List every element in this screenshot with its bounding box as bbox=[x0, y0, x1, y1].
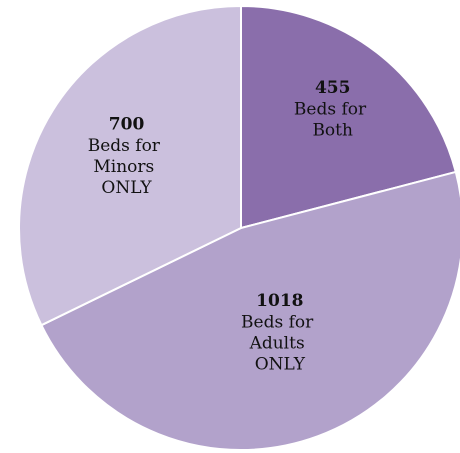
label-line: Minors bbox=[93, 156, 159, 176]
label-line: Beds for bbox=[294, 99, 372, 119]
label-line: Beds for bbox=[241, 312, 319, 332]
label-line: ONLY bbox=[101, 177, 152, 197]
pie-slice bbox=[40, 170, 460, 451]
label-line: Adults bbox=[249, 333, 311, 353]
slice-label: Beds for Minors ONLY bbox=[88, 135, 166, 197]
pie-slice bbox=[18, 4, 242, 327]
slice-label: Beds for Adults ONLY bbox=[241, 312, 319, 374]
label-line: Beds for bbox=[88, 135, 166, 155]
label-line: ONLY bbox=[255, 354, 306, 374]
slice-label: Beds for Both bbox=[294, 99, 372, 140]
pie-slice bbox=[240, 4, 458, 230]
data-label: 455 bbox=[315, 78, 351, 98]
label-line: Both bbox=[312, 120, 353, 140]
data-label: 700 bbox=[109, 114, 145, 134]
data-label: 1018 bbox=[256, 291, 303, 311]
